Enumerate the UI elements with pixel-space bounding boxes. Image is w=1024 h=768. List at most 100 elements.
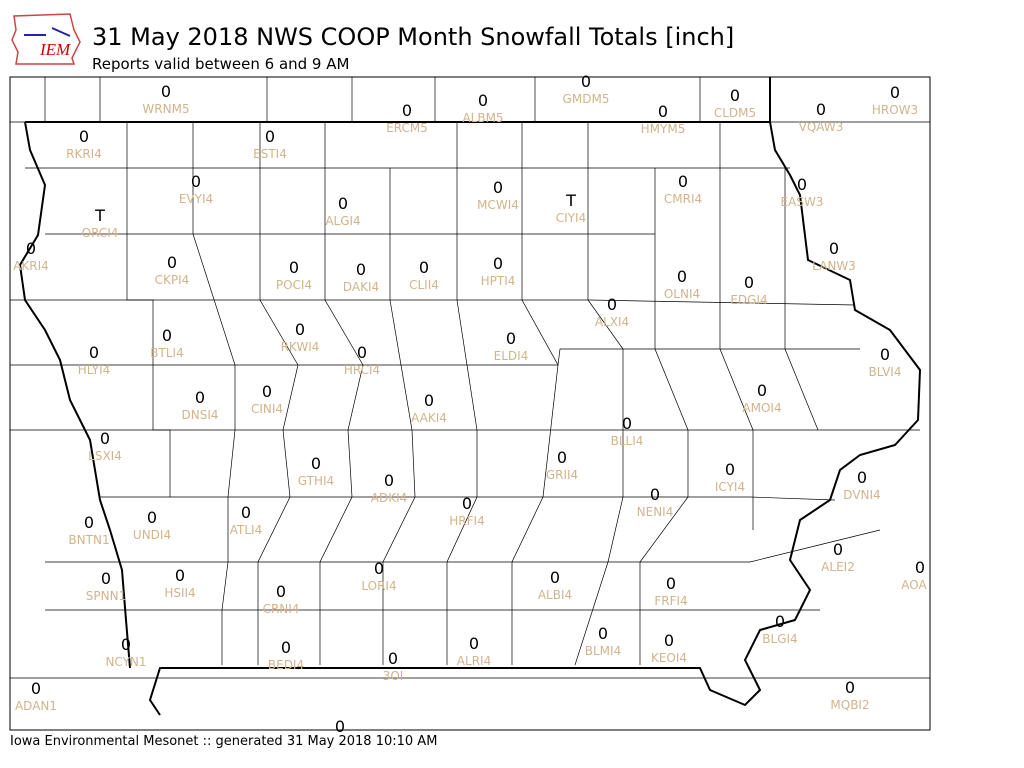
station-id: AAKI4 bbox=[411, 411, 447, 425]
station-id: BLLI4 bbox=[611, 434, 644, 448]
station-value: 0 bbox=[462, 494, 472, 513]
station-value: 0 bbox=[664, 631, 674, 650]
station-id: ORCI4 bbox=[82, 226, 119, 240]
station-value: 0 bbox=[338, 194, 348, 213]
station-id: ICYI4 bbox=[715, 480, 745, 494]
station-id: HSII4 bbox=[164, 586, 195, 600]
station-value: 0 bbox=[147, 508, 157, 527]
station-id: ADAN1 bbox=[15, 699, 57, 713]
station-value: 0 bbox=[167, 253, 177, 272]
station-value: 0 bbox=[493, 178, 503, 197]
station-id: BEDI4 bbox=[268, 658, 304, 672]
station-value: 0 bbox=[757, 381, 767, 400]
station-id: CINI4 bbox=[251, 402, 283, 416]
station-id: DNSI4 bbox=[181, 408, 218, 422]
station-value: 0 bbox=[493, 254, 503, 273]
footer: Iowa Environmental Mesonet :: generated … bbox=[10, 734, 437, 749]
station-id: ERCM5 bbox=[386, 121, 428, 135]
station-id: NENI4 bbox=[637, 505, 674, 519]
station-value: 0 bbox=[666, 574, 676, 593]
station-value: 0 bbox=[744, 273, 754, 292]
station-id: HROW3 bbox=[872, 103, 918, 117]
station-id: LSXI4 bbox=[88, 449, 122, 463]
station-id: ALBM5 bbox=[462, 111, 503, 125]
station-value: T bbox=[94, 206, 105, 225]
station-value: 0 bbox=[262, 382, 272, 401]
station-id: FRFI4 bbox=[654, 594, 687, 608]
station-value: 0 bbox=[419, 258, 429, 277]
station-id: CRNI4 bbox=[263, 602, 300, 616]
station-id: HMYM5 bbox=[641, 122, 686, 136]
station-value: 0 bbox=[478, 91, 488, 110]
station-value: 0 bbox=[677, 267, 687, 286]
station-id: BLVI4 bbox=[869, 365, 902, 379]
station-value: T bbox=[565, 191, 576, 210]
station-value: 0 bbox=[295, 320, 305, 339]
station-id: AMOI4 bbox=[742, 401, 781, 415]
station-id: OLNI4 bbox=[664, 287, 700, 301]
station-value: 0 bbox=[241, 503, 251, 522]
station-value: 0 bbox=[162, 326, 172, 345]
station-id: NCYN1 bbox=[105, 655, 146, 669]
station-id: LORI4 bbox=[361, 579, 396, 593]
station-id: CLII4 bbox=[409, 278, 439, 292]
station-id: ALRI4 bbox=[457, 654, 491, 668]
station-id: SPNN1 bbox=[86, 589, 126, 603]
station-value: 0 bbox=[100, 429, 110, 448]
station-id: BTLI4 bbox=[150, 346, 183, 360]
station-value: 0 bbox=[658, 102, 668, 121]
station-value: 0 bbox=[678, 172, 688, 191]
station-id: RKWI4 bbox=[281, 340, 320, 354]
station-value: 0 bbox=[26, 239, 36, 258]
station-id: DAKI4 bbox=[343, 280, 379, 294]
station-id: VQAW3 bbox=[799, 120, 844, 134]
station-id: CLDM5 bbox=[714, 106, 756, 120]
station-value: 0 bbox=[335, 717, 345, 736]
station-value: 0 bbox=[915, 558, 925, 577]
station-value: 0 bbox=[880, 345, 890, 364]
station-id: DVNI4 bbox=[843, 488, 880, 502]
station-value: 0 bbox=[311, 454, 321, 473]
station-value: 0 bbox=[101, 569, 111, 588]
station-value: 0 bbox=[402, 101, 412, 120]
station-id: BLGI4 bbox=[762, 632, 797, 646]
station-id: POCI4 bbox=[276, 278, 312, 292]
station-value: 0 bbox=[775, 612, 785, 631]
station-value: 0 bbox=[797, 175, 807, 194]
station-value: 0 bbox=[121, 635, 131, 654]
station-value: 0 bbox=[845, 678, 855, 697]
station-id: CMRI4 bbox=[664, 192, 702, 206]
station-value: 0 bbox=[622, 414, 632, 433]
station-id: ELDI4 bbox=[494, 349, 529, 363]
station-id: ESTI4 bbox=[253, 147, 287, 161]
station-value: 0 bbox=[356, 260, 366, 279]
subtitle: Reports valid between 6 and 9 AM bbox=[92, 55, 349, 73]
station-id: HPTI4 bbox=[481, 274, 516, 288]
station-value: 0 bbox=[469, 634, 479, 653]
station-value: 0 bbox=[357, 343, 367, 362]
station-id: ALXI4 bbox=[595, 315, 629, 329]
state-borders bbox=[18, 77, 922, 716]
station-id: MQBI2 bbox=[830, 698, 869, 712]
station-value: 0 bbox=[281, 638, 291, 657]
station-id: KEOI4 bbox=[651, 651, 687, 665]
station-id: HLYI4 bbox=[78, 363, 111, 377]
station-id: RKRI4 bbox=[66, 147, 102, 161]
station-value: 0 bbox=[89, 343, 99, 362]
station-value: 0 bbox=[265, 127, 275, 146]
station-value: 0 bbox=[550, 568, 560, 587]
station-id: LANW3 bbox=[812, 259, 856, 273]
station-value: 0 bbox=[276, 582, 286, 601]
logo: IEM bbox=[11, 13, 81, 65]
station-value: 0 bbox=[730, 86, 740, 105]
station-id: AOA bbox=[901, 578, 927, 592]
station-id: ALGI4 bbox=[325, 214, 360, 228]
station-id: CKPI4 bbox=[155, 273, 190, 287]
station-id: EVYI4 bbox=[179, 192, 213, 206]
station-id: HRFI4 bbox=[449, 514, 484, 528]
station-value: 0 bbox=[833, 540, 843, 559]
station-value: 0 bbox=[650, 485, 660, 504]
station-value: 0 bbox=[816, 100, 826, 119]
